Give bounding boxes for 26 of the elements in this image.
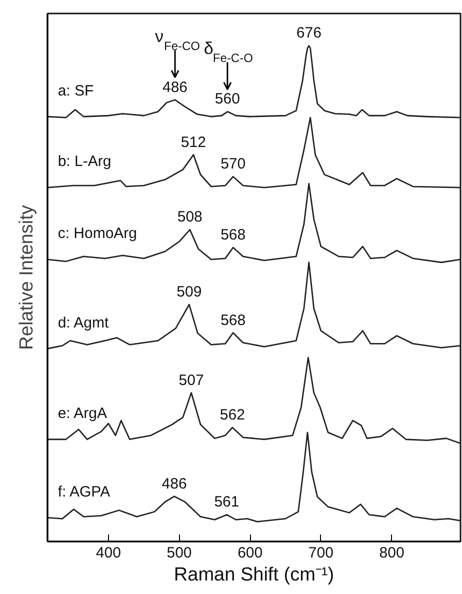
series-label: e: ArgA [58,405,108,422]
x-axis-title: Raman Shift (cm⁻¹) [174,564,334,586]
annotation: 560 [214,90,240,108]
series-label: f: AGPA [58,483,110,500]
annotation: 508 [177,208,202,226]
x-tick-label: 800 [379,544,404,562]
y-axis-title: Relative Intensity [16,204,38,350]
annotation: 486 [162,78,188,96]
annotation: 570 [220,156,246,173]
series-label: a: SF [58,82,94,100]
annotation: 486 [162,475,187,492]
annotation: 512 [180,134,206,151]
annotation: 507 [178,372,204,389]
x-tick-label: 500 [166,544,192,562]
annotation: 568 [220,226,246,244]
annotation: 568 [220,312,246,329]
series-label: b: L-Arg [58,153,112,170]
series-label: c: HomoArg [58,225,138,242]
annotation: 509 [176,284,202,301]
annotation: 562 [220,406,245,424]
annotation: 676 [296,24,322,42]
x-tick-label: 700 [308,544,334,562]
annotation: 561 [214,494,240,511]
x-tick-label: 400 [96,544,121,562]
series-label: d: Agmt [58,314,110,332]
x-tick-label: 600 [238,544,263,562]
